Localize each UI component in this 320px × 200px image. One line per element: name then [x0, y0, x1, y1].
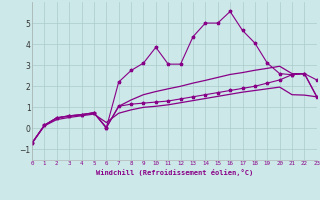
X-axis label: Windchill (Refroidissement éolien,°C): Windchill (Refroidissement éolien,°C)	[96, 169, 253, 176]
